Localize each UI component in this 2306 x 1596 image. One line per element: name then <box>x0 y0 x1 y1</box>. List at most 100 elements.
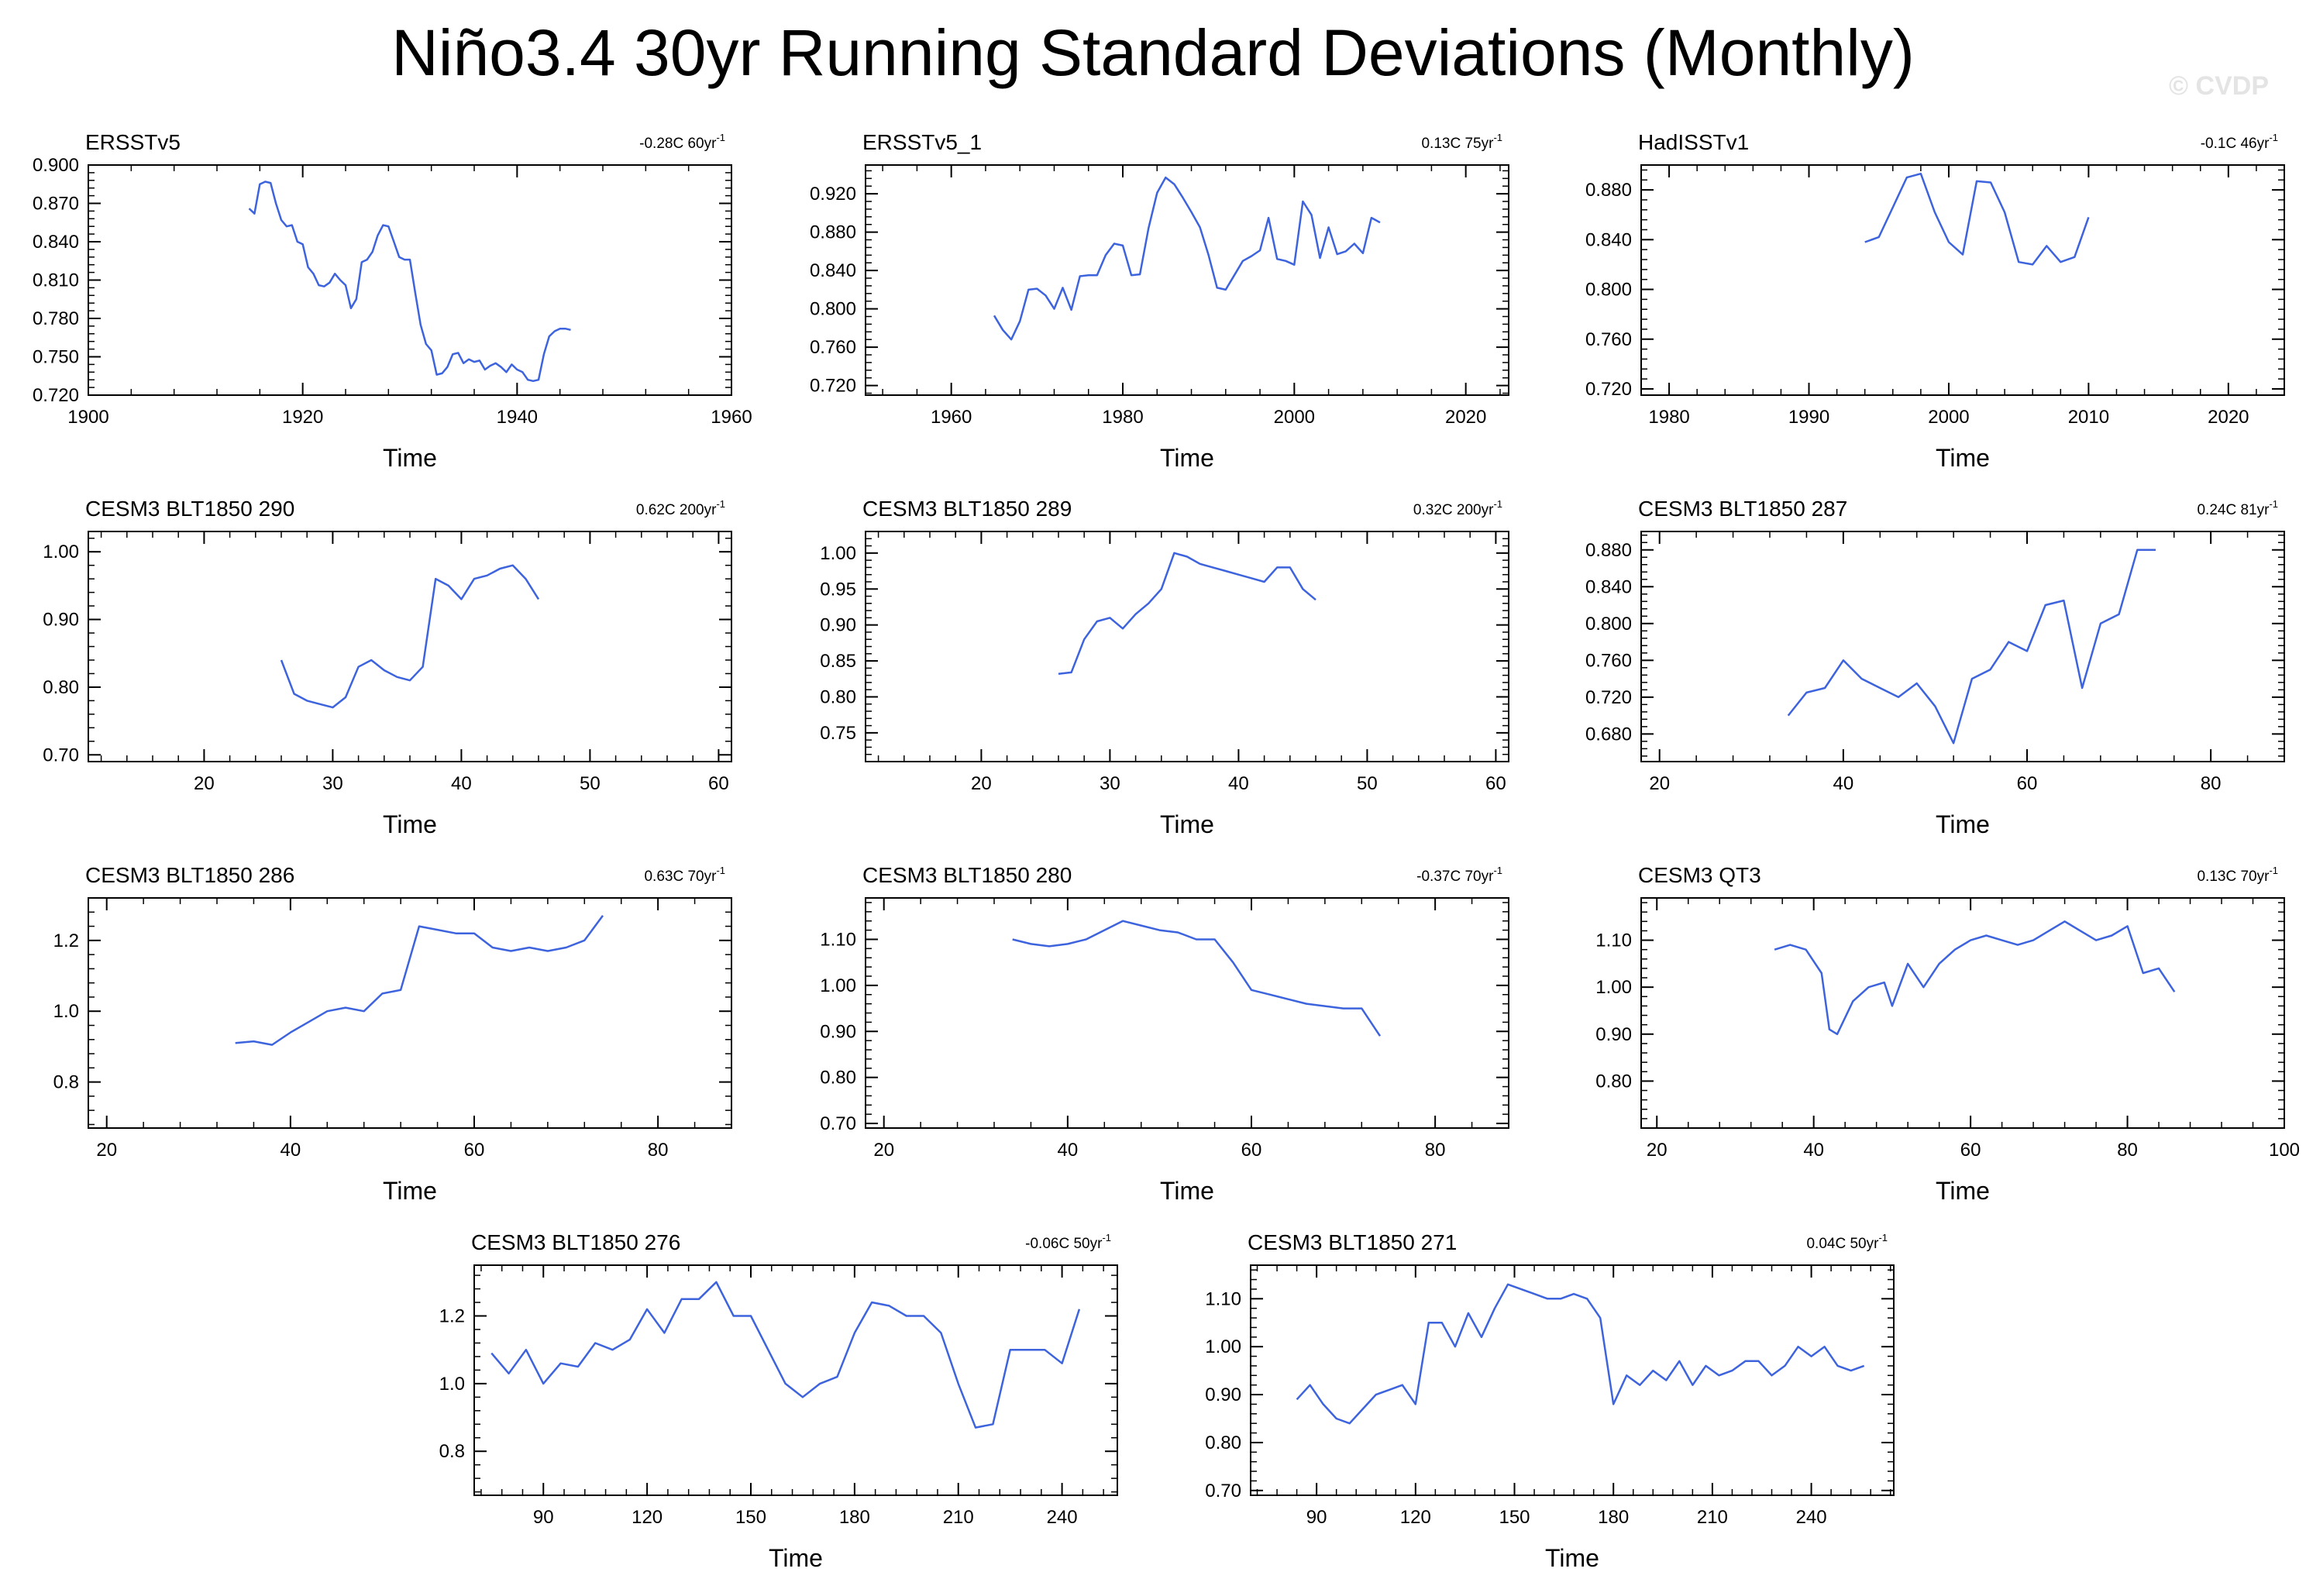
y-tick-label: 0.70 <box>820 1113 856 1134</box>
y-tick-label: 0.80 <box>1205 1433 1241 1453</box>
y-tick-label: 0.80 <box>820 686 856 707</box>
y-tick-label: 1.2 <box>439 1306 465 1327</box>
trend-label: 0.62C 200yr-1 <box>636 498 725 518</box>
panel-title: CESM3 BLT1850 287 <box>1638 497 1847 521</box>
data-series-line <box>235 915 604 1046</box>
y-tick-label: 0.750 <box>33 347 79 368</box>
y-tick-label: 0.720 <box>1585 687 1632 708</box>
y-tick-label: 0.70 <box>1205 1481 1241 1501</box>
x-axis-label: Time <box>383 810 437 838</box>
plot-frame <box>473 1264 1118 1496</box>
y-tick-label: 0.870 <box>33 194 79 215</box>
y-tick-label: 0.90 <box>820 615 856 636</box>
trend-exponent: -1 <box>1102 1232 1111 1243</box>
x-tick-label: 40 <box>1803 1140 1824 1161</box>
y-tick-label: 0.840 <box>33 232 79 253</box>
data-series-line <box>248 181 571 383</box>
x-tick-label: 40 <box>1228 773 1249 794</box>
y-tick-label: 0.810 <box>33 270 79 291</box>
x-tick-label: 90 <box>533 1507 554 1528</box>
chart-panel: 20 40 60 80 0.680 0.720 0.760 0.800 0.840 0.880 CE… <box>1585 497 2285 838</box>
panel-title: CESM3 BLT1850 276 <box>471 1230 680 1254</box>
y-tick-label: 1.00 <box>43 542 79 562</box>
y-tick-label: 0.90 <box>43 610 79 631</box>
x-tick-label: 40 <box>281 1140 301 1161</box>
x-tick-label: 20 <box>1647 1140 1668 1161</box>
trend-exponent: -1 <box>716 498 725 510</box>
x-tick-label: 210 <box>1697 1507 1728 1528</box>
plot-frame <box>1640 897 2285 1129</box>
data-series-line <box>1012 920 1382 1037</box>
trend-exponent: -1 <box>1493 865 1502 876</box>
y-tick-label: 0.760 <box>810 337 856 358</box>
trend-exponent: -1 <box>1493 132 1502 143</box>
x-tick-label: 1900 <box>67 407 108 428</box>
y-tick-label: 0.80 <box>43 677 79 698</box>
panel-title: ERSSTv5 <box>85 130 181 154</box>
x-tick-label: 80 <box>648 1140 669 1161</box>
x-tick-label: 20 <box>96 1140 117 1161</box>
x-axis-label: Time <box>1936 810 1990 838</box>
panel-title: CESM3 BLT1850 280 <box>862 863 1072 887</box>
panel-title: CESM3 BLT1850 289 <box>862 497 1072 521</box>
watermark: © CVDP <box>2169 71 2269 101</box>
y-tick-label: 0.800 <box>810 299 856 320</box>
plot-frame <box>865 164 1509 396</box>
x-tick-label: 1980 <box>1648 407 1689 428</box>
chart-panel: 1900 1920 1940 1960 0.720 0.750 0.780 0.810 0.84… <box>33 130 752 472</box>
trend-label: 0.04C 50yr-1 <box>1806 1232 1888 1252</box>
x-tick-label: 100 <box>2269 1140 2300 1161</box>
chart-panel: 20 40 60 80 100 0.80 0.90 1.00 1.10 CESM3 QT3 0.13… <box>1595 863 2300 1205</box>
x-tick-label: 50 <box>1357 773 1378 794</box>
x-tick-label: 60 <box>708 773 729 794</box>
y-tick-label: 0.720 <box>33 385 79 406</box>
plot-frame <box>865 897 1509 1129</box>
plot-frame <box>1640 164 2285 396</box>
trend-exponent: -1 <box>716 132 725 143</box>
x-tick-label: 60 <box>2017 773 2038 794</box>
x-tick-label: 60 <box>1241 1140 1262 1161</box>
trend-label: -0.1C 46yr-1 <box>2201 132 2278 152</box>
y-tick-label: 0.920 <box>810 184 856 205</box>
trend-label: 0.13C 75yr-1 <box>1421 132 1502 152</box>
y-tick-label: 1.00 <box>820 975 856 996</box>
data-series-line <box>280 564 540 709</box>
y-tick-label: 1.2 <box>53 930 79 951</box>
panel-title: CESM3 BLT1850 286 <box>85 863 294 887</box>
y-tick-label: 1.0 <box>439 1374 465 1395</box>
chart-panel: 90 120 150 180 210 240 0.70 0.80 0.90 1.00 1.10 CES… <box>1205 1230 1895 1572</box>
x-tick-label: 80 <box>2201 773 2222 794</box>
trend-exponent: -1 <box>2269 865 2278 876</box>
x-axis-label: Time <box>383 1177 437 1205</box>
y-tick-label: 1.10 <box>820 929 856 950</box>
y-tick-label: 0.680 <box>1585 724 1632 745</box>
y-tick-label: 1.10 <box>1205 1288 1241 1309</box>
x-tick-label: 120 <box>1400 1507 1431 1528</box>
x-tick-label: 60 <box>1485 773 1506 794</box>
y-tick-label: 0.880 <box>810 222 856 243</box>
y-tick-label: 0.880 <box>1585 180 1632 201</box>
x-tick-label: 50 <box>580 773 601 794</box>
plot-frame <box>88 164 732 396</box>
x-tick-label: 2000 <box>1928 407 1969 428</box>
data-series-line <box>1864 172 2090 266</box>
x-tick-label: 20 <box>194 773 215 794</box>
trend-label: 0.32C 200yr-1 <box>1413 498 1502 518</box>
panel-title: CESM3 BLT1850 271 <box>1248 1230 1457 1254</box>
y-tick-label: 0.760 <box>1585 329 1632 350</box>
y-tick-label: 0.800 <box>1585 280 1632 301</box>
x-axis-label: Time <box>1160 444 1214 472</box>
panel-title: CESM3 BLT1850 290 <box>85 497 294 521</box>
x-tick-label: 150 <box>1499 1507 1530 1528</box>
data-series-line <box>1774 920 2176 1036</box>
figure-title: Niño3.4 30yr Running Standard Deviations… <box>391 16 1915 89</box>
plot-frame <box>88 897 732 1129</box>
panel-title: HadISSTv1 <box>1638 130 1749 154</box>
plot-frame <box>1250 1264 1895 1496</box>
trend-exponent: -1 <box>1878 1232 1888 1243</box>
y-tick-label: 1.00 <box>1595 977 1632 998</box>
chart-panel: 1960 1980 2000 2020 0.720 0.760 0.800 0.840 0.88… <box>810 130 1509 472</box>
x-tick-label: 1960 <box>931 407 972 428</box>
x-tick-label: 40 <box>1833 773 1854 794</box>
x-tick-label: 1990 <box>1788 407 1829 428</box>
